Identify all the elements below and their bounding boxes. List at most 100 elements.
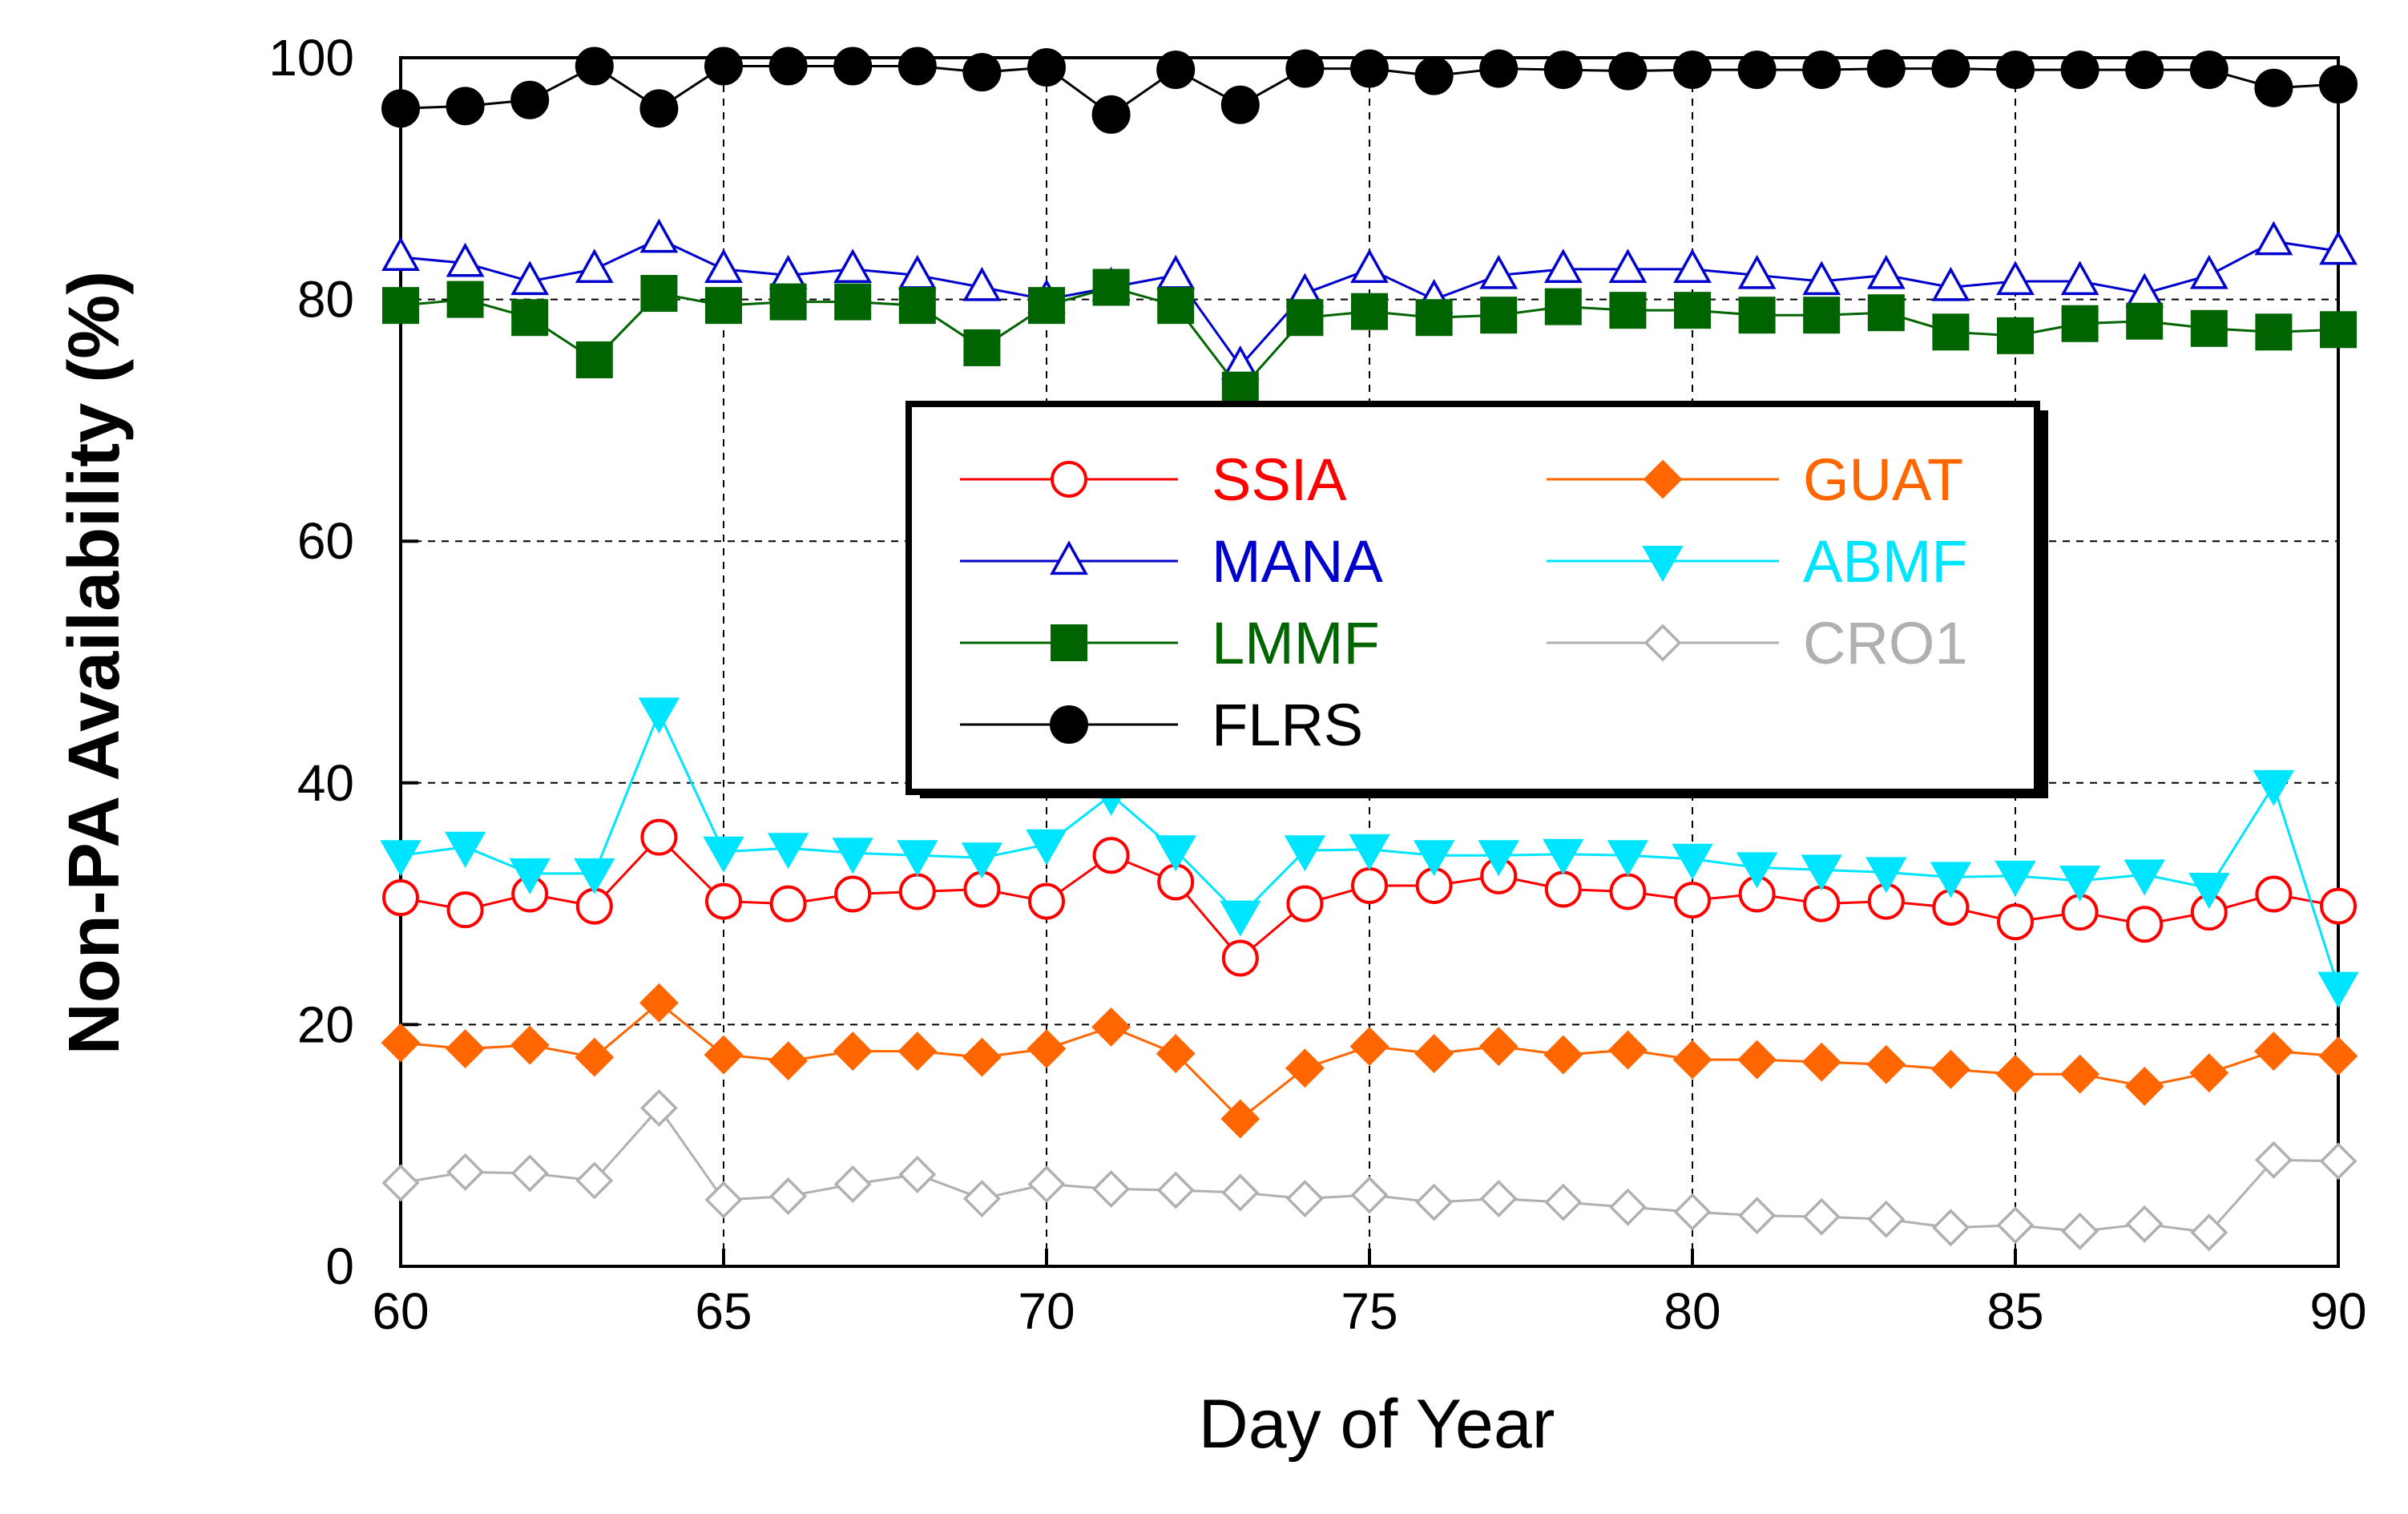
data-point-abmf (767, 833, 809, 870)
data-point-lmmf (2190, 309, 2228, 347)
data-point-guat (1995, 1054, 2035, 1094)
data-point-abmf (509, 858, 551, 894)
data-point-ssia (2255, 875, 2293, 913)
data-point-lmmf (1092, 268, 1130, 306)
data-point-mana (446, 242, 485, 277)
data-point-abmf (2253, 769, 2295, 806)
data-point-lmmf (2061, 305, 2099, 342)
series-cro1 (381, 1088, 2358, 1252)
series-layer (380, 46, 2359, 1252)
data-point-flrs (1608, 51, 1648, 91)
data-point-lmmf (511, 299, 549, 337)
data-point-abmf (444, 831, 486, 868)
data-point-mana (2254, 220, 2293, 256)
data-point-flrs (704, 46, 743, 86)
data-point-guat (1285, 1048, 1325, 1088)
data-point-lmmf (2126, 302, 2164, 340)
x-tick-label: 80 (1664, 1282, 1720, 1340)
data-point-mana (639, 218, 679, 253)
data-point-guat (1866, 1044, 1906, 1084)
data-point-abmf (1801, 854, 1842, 891)
data-point-flrs (962, 53, 1002, 92)
data-point-ssia (575, 887, 613, 925)
data-point-cro1 (2125, 1205, 2164, 1243)
data-point-cro1 (1996, 1206, 2035, 1245)
legend-marker-abmf (1642, 546, 1684, 583)
data-point-guat (1091, 1007, 1131, 1047)
data-point-guat (768, 1041, 809, 1081)
legend-label-lmmf: LMMF (1212, 610, 1380, 676)
data-point-abmf (1026, 829, 1067, 866)
data-point-flrs (2319, 65, 2358, 104)
data-point-mana (2319, 230, 2358, 265)
data-point-cro1 (1092, 1170, 1131, 1208)
data-point-cro1 (1673, 1193, 1712, 1231)
data-point-abmf (703, 836, 744, 873)
data-point-mana (575, 248, 614, 284)
data-point-mana (1931, 266, 1970, 301)
data-point-guat (639, 983, 679, 1023)
data-point-ssia (769, 885, 807, 923)
data-point-guat (1672, 1040, 1712, 1080)
data-point-mana (2060, 260, 2099, 296)
data-point-ssia (834, 875, 872, 913)
legend-entry-abmf: ABMF (1547, 528, 1968, 595)
data-point-cro1 (2190, 1213, 2229, 1252)
data-point-guat (962, 1037, 1002, 1077)
y-axis-title: Non-PA Availability (%) (54, 271, 135, 1055)
data-point-cro1 (1027, 1165, 1066, 1203)
data-point-cro1 (446, 1153, 485, 1191)
data-point-guat (1930, 1049, 1970, 1089)
series-guat (381, 983, 2358, 1139)
data-point-flrs (2189, 50, 2229, 90)
data-point-lmmf (769, 283, 807, 321)
data-point-mana (1608, 248, 1648, 284)
legend-entry-mana: MANA (960, 528, 1383, 595)
x-axis-title: Day of Year (1199, 1386, 1555, 1463)
legend-marker-mana (1050, 540, 1088, 575)
data-point-lmmf (2320, 311, 2357, 349)
legend-marker-ssia (1051, 461, 1087, 498)
data-point-mana (1543, 248, 1583, 284)
data-point-flrs (1737, 50, 1777, 90)
legend-marker-cro1 (1644, 624, 1682, 662)
data-point-ssia (1803, 885, 1841, 923)
data-point-flrs (1091, 95, 1131, 134)
legend: SSIA MANA LMMF FLRS GUAT ABMF CRO1 (906, 401, 2048, 798)
data-point-flrs (768, 46, 808, 86)
axes: 60 65 70 75 80 85 90 0 20 40 60 80 100 (268, 29, 2366, 1340)
data-point-ssia (382, 879, 419, 917)
data-point-cro1 (1544, 1183, 1583, 1221)
data-point-flrs (1673, 50, 1712, 90)
data-point-flrs (575, 46, 614, 86)
data-point-lmmf (1932, 313, 1970, 351)
x-tick-label: 90 (2309, 1282, 2366, 1340)
x-tick-label: 85 (1986, 1282, 2043, 1340)
data-point-cro1 (1867, 1200, 1906, 1238)
data-point-guat (2124, 1066, 2164, 1106)
data-point-lmmf (1286, 299, 1324, 337)
data-point-flrs (897, 46, 937, 86)
legend-label-guat: GUAT (1803, 446, 1963, 513)
data-point-flrs (1479, 49, 1519, 88)
data-point-guat (2189, 1053, 2229, 1093)
data-point-cro1 (1415, 1183, 1454, 1221)
data-point-cro1 (833, 1165, 872, 1203)
data-point-mana (1737, 254, 1777, 289)
data-point-abmf (2124, 859, 2165, 896)
legend-entry-lmmf: LMMF (960, 610, 1380, 676)
data-point-mana (1996, 260, 2035, 296)
data-point-lmmf (1609, 292, 1647, 329)
x-tick-label: 75 (1341, 1282, 1398, 1340)
series-abmf (380, 697, 2359, 1008)
data-point-abmf (1284, 835, 1326, 872)
data-point-cro1 (2319, 1142, 2358, 1181)
data-point-abmf (1930, 862, 1972, 898)
data-point-guat (2318, 1036, 2358, 1076)
data-point-guat (1801, 1042, 1841, 1082)
legend-entry-guat: GUAT (1547, 446, 1963, 513)
data-point-flrs (1414, 56, 1454, 95)
data-point-flrs (1220, 85, 1260, 124)
data-point-lmmf (1351, 293, 1388, 330)
data-point-mana (2189, 254, 2229, 289)
